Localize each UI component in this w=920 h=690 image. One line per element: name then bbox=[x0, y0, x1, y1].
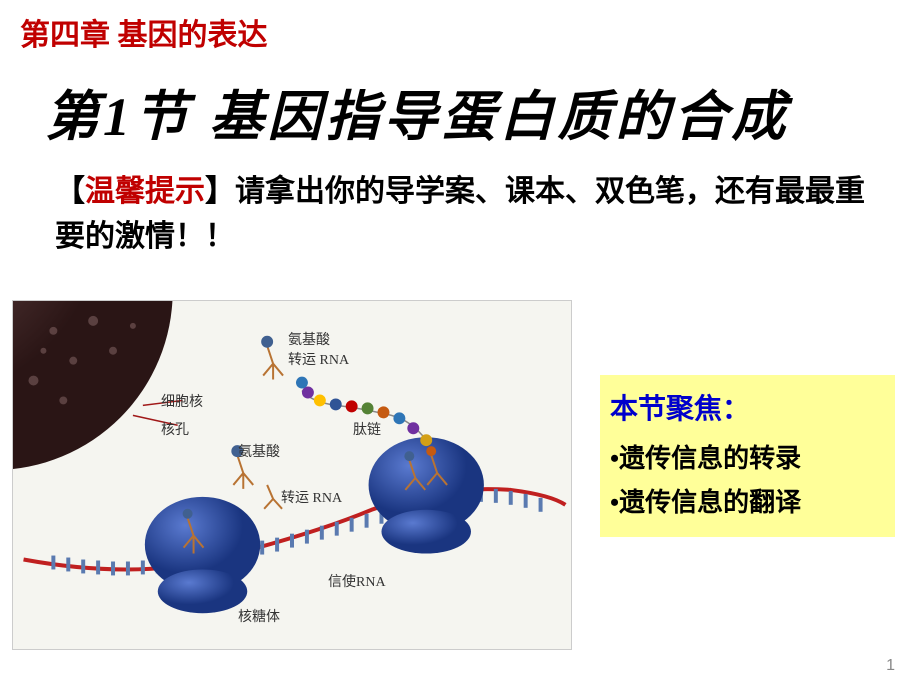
focus-item-1: •遗传信息的转录 bbox=[610, 437, 885, 481]
focus-item-2: •遗传信息的翻译 bbox=[610, 481, 885, 525]
tip-block: 【温馨提示】请拿出你的导学案、课本、双色笔，还有最最重要的激情！！ bbox=[0, 151, 870, 259]
focus-title: 本节聚焦： bbox=[610, 387, 885, 427]
label-ribosome: 核糖体 bbox=[238, 606, 280, 626]
label-amino-acid-top: 氨基酸 bbox=[288, 329, 330, 349]
tip-label: 温馨提示 bbox=[85, 175, 205, 208]
chapter-title: 第四章 基因的表达 bbox=[0, 0, 920, 54]
label-amino-acid-mid: 氨基酸 bbox=[238, 441, 280, 461]
label-cell-nucleus: 细胞核 bbox=[161, 391, 203, 411]
translation-diagram: 细胞核 核孔 氨基酸 转运 RNA 氨基酸 转运 RNA 肽链 信使RNA 核糖… bbox=[12, 300, 572, 650]
tip-bracket-close: 】 bbox=[205, 175, 235, 208]
label-peptide-chain: 肽链 bbox=[353, 419, 381, 439]
section-title: 第1节 基因指导蛋白质的合成 bbox=[0, 54, 920, 151]
label-trna-top: 转运 RNA bbox=[288, 349, 349, 369]
focus-box: 本节聚焦： •遗传信息的转录 •遗传信息的翻译 bbox=[600, 375, 895, 537]
page-number: 1 bbox=[886, 657, 895, 675]
label-mrna: 信使RNA bbox=[328, 571, 386, 591]
tip-bracket-open: 【 bbox=[55, 175, 85, 208]
label-trna-mid: 转运 RNA bbox=[281, 487, 342, 507]
label-nuclear-pore: 核孔 bbox=[161, 419, 189, 439]
